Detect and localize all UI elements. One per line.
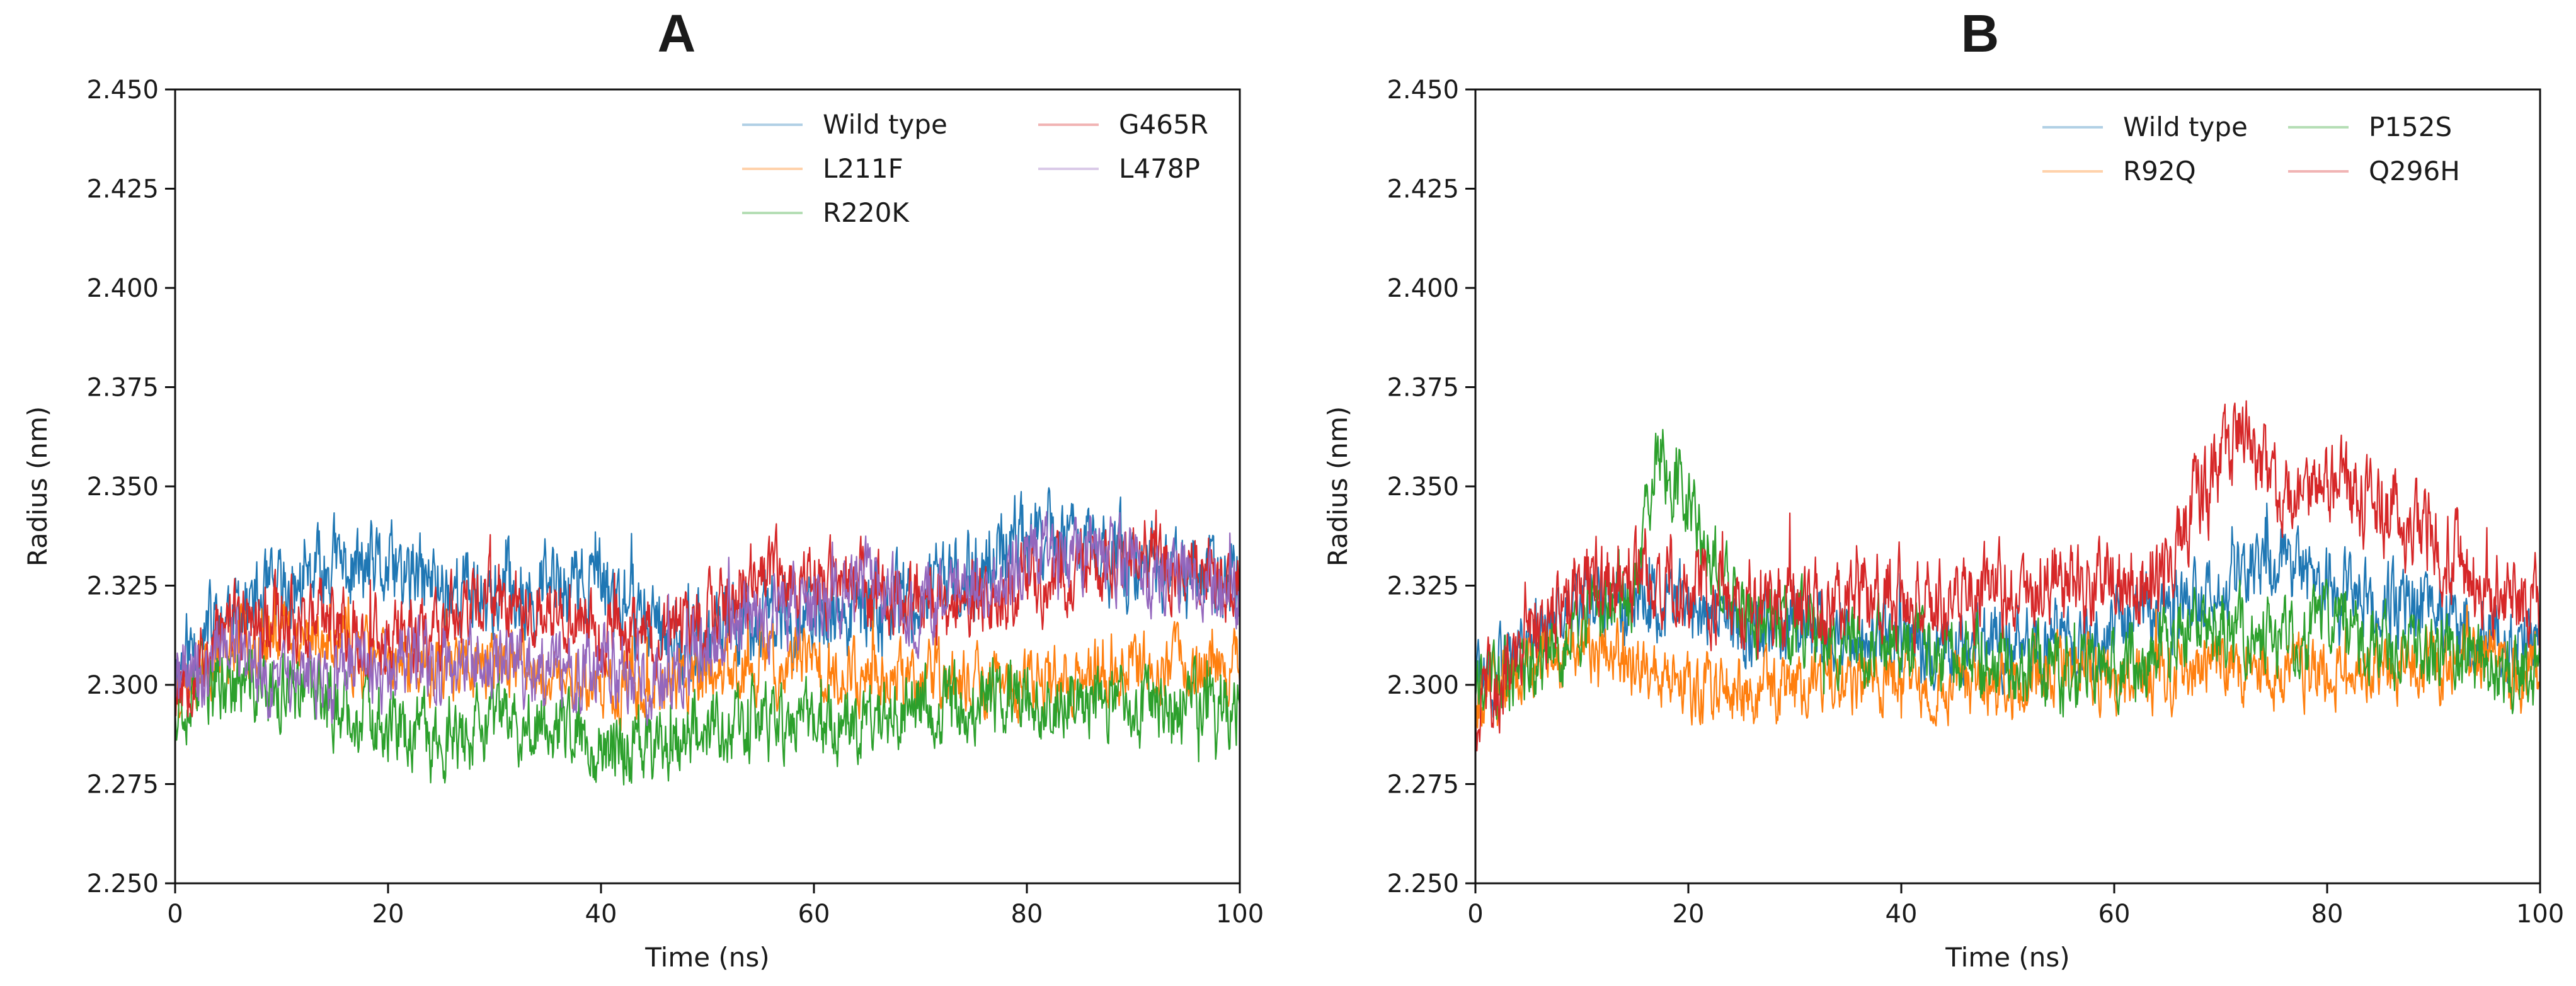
x-tick-label: 80 bbox=[1011, 900, 1043, 929]
legend-entry: Wild type bbox=[2123, 112, 2248, 142]
y-tick-label: 2.325 bbox=[86, 572, 159, 601]
x-tick-label: 40 bbox=[585, 900, 617, 929]
panel-label: A bbox=[658, 4, 696, 63]
legend-entry: L478P bbox=[1119, 153, 1200, 184]
y-tick-label: 2.325 bbox=[1387, 572, 1459, 601]
legend-entry: R220K bbox=[823, 197, 910, 228]
legend-entry: G465R bbox=[1119, 109, 1208, 140]
y-tick-label: 2.275 bbox=[1387, 771, 1459, 800]
y-tick-label: 2.275 bbox=[86, 771, 159, 800]
legend: Wild type R92Q P152S Q296H bbox=[2042, 112, 2460, 186]
x-tick-label: 0 bbox=[167, 900, 183, 929]
x-axis-label: Time (ns) bbox=[1945, 942, 2069, 973]
series-line-q296h bbox=[1474, 400, 2541, 752]
plot-frame bbox=[174, 88, 1241, 885]
y-tick-label: 2.425 bbox=[86, 175, 159, 204]
panel-a: A 0 20 40 60 80 100 2.250 2.275 2.300 2.325 2.350 2… bbox=[22, 4, 1264, 973]
y-tick-label: 2.300 bbox=[1387, 671, 1459, 700]
y-tick-label: 2.450 bbox=[1387, 76, 1459, 105]
series-layer bbox=[1474, 400, 2541, 752]
legend: Wild type L211F R220K G465R L478P bbox=[742, 109, 1208, 228]
axis-ticks: 0 20 40 60 80 100 2.250 2.275 2.300 2.325 2.350 2.3… bbox=[1387, 76, 2564, 929]
plot-frame bbox=[1474, 88, 2541, 885]
series-line-r220k bbox=[174, 638, 1241, 786]
series-line-p152s bbox=[1474, 428, 2541, 720]
y-tick-label: 2.425 bbox=[1387, 175, 1459, 204]
legend-entry: Wild type bbox=[823, 109, 947, 140]
y-tick-label: 2.400 bbox=[86, 274, 159, 303]
panel-b: B 0 20 40 60 80 100 2.250 2.275 2.300 2.325 2.350 2… bbox=[1322, 4, 2564, 973]
series-layer bbox=[174, 487, 1241, 786]
y-axis-label: Radius (nm) bbox=[1322, 406, 1353, 566]
axis-ticks: 0 20 40 60 80 100 2.250 2.275 2.300 2.325 2.350 2.3… bbox=[86, 76, 1264, 929]
y-tick-label: 2.350 bbox=[86, 473, 159, 502]
legend-entry: P152S bbox=[2369, 112, 2452, 142]
legend-entry: L211F bbox=[823, 153, 903, 184]
y-tick-label: 2.375 bbox=[1387, 374, 1459, 403]
x-tick-label: 100 bbox=[2516, 900, 2564, 929]
y-tick-label: 2.400 bbox=[1387, 274, 1459, 303]
x-tick-label: 60 bbox=[2098, 900, 2131, 929]
y-tick-label: 2.300 bbox=[86, 671, 159, 700]
x-tick-label: 0 bbox=[1467, 900, 1483, 929]
y-tick-label: 2.375 bbox=[86, 374, 159, 403]
x-tick-label: 80 bbox=[2311, 900, 2344, 929]
x-axis-label: Time (ns) bbox=[644, 942, 769, 973]
x-tick-label: 20 bbox=[1673, 900, 1705, 929]
series-line-r92q bbox=[1474, 604, 2541, 729]
x-tick-label: 20 bbox=[372, 900, 404, 929]
x-tick-label: 100 bbox=[1216, 900, 1264, 929]
y-tick-label: 2.250 bbox=[86, 869, 159, 898]
panel-label: B bbox=[1961, 4, 2000, 63]
x-tick-label: 60 bbox=[798, 900, 830, 929]
y-axis-label: Radius (nm) bbox=[22, 406, 53, 566]
legend-entry: R92Q bbox=[2123, 156, 2196, 186]
x-tick-label: 40 bbox=[1886, 900, 1918, 929]
y-tick-label: 2.450 bbox=[86, 76, 159, 105]
y-tick-label: 2.250 bbox=[1387, 869, 1459, 898]
series-line-l478p bbox=[174, 511, 1241, 726]
legend-entry: Q296H bbox=[2369, 156, 2460, 186]
y-tick-label: 2.350 bbox=[1387, 473, 1459, 502]
